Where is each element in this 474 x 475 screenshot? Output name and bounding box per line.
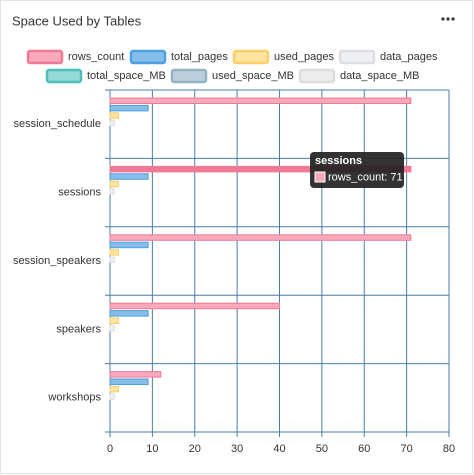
tooltip-label: rows_count: 71 bbox=[328, 171, 403, 183]
bar bbox=[109, 324, 115, 332]
legend-item[interactable]: total_pages bbox=[129, 49, 228, 65]
chart-title: Space Used by Tables bbox=[12, 13, 142, 28]
bar bbox=[109, 119, 115, 127]
legend-swatch bbox=[232, 49, 270, 65]
tooltip: sessions rows_count: 71 bbox=[310, 152, 404, 188]
bar bbox=[109, 385, 119, 393]
legend-item[interactable]: used_pages bbox=[232, 49, 334, 65]
y-tick-label: speakers bbox=[56, 323, 101, 335]
bar bbox=[109, 188, 115, 195]
bar bbox=[109, 371, 162, 378]
bar bbox=[109, 249, 119, 256]
legend-label: total_pages bbox=[171, 51, 228, 63]
bar bbox=[109, 104, 149, 112]
bar bbox=[109, 256, 115, 263]
y-tick-label: session_speakers bbox=[13, 255, 102, 267]
x-tick-label: 10 bbox=[146, 443, 158, 455]
bar bbox=[109, 97, 412, 104]
legend-swatch bbox=[298, 68, 336, 84]
x-tick-label: 0 bbox=[107, 443, 113, 455]
bar bbox=[109, 393, 115, 400]
legend-swatch bbox=[26, 49, 64, 65]
legend-swatch bbox=[129, 49, 167, 65]
menu-button[interactable] bbox=[441, 17, 455, 21]
x-tick-label: 70 bbox=[401, 443, 413, 455]
x-tick-label: 60 bbox=[358, 443, 370, 455]
legend-label: used_pages bbox=[274, 51, 334, 63]
legend-label: data_space_MB bbox=[340, 70, 420, 82]
legend-swatch bbox=[170, 68, 208, 84]
bar bbox=[109, 173, 149, 180]
bar bbox=[109, 302, 280, 310]
legend-item[interactable]: data_pages bbox=[338, 49, 438, 65]
legend-item[interactable]: rows_count bbox=[26, 49, 124, 65]
legend-item[interactable]: data_space_MB bbox=[298, 68, 420, 84]
bar bbox=[109, 180, 119, 188]
x-tick-label: 30 bbox=[231, 443, 243, 455]
legend-label: total_space_MB bbox=[87, 70, 166, 82]
bar bbox=[109, 317, 119, 324]
y-tick-label: workshops bbox=[47, 392, 101, 404]
y-tick-label: sessions bbox=[58, 187, 101, 199]
legend-label: data_pages bbox=[380, 51, 438, 63]
x-tick-label: 20 bbox=[189, 443, 201, 455]
legend-label: used_space_MB bbox=[212, 70, 294, 82]
bar bbox=[109, 234, 412, 241]
bar bbox=[109, 165, 412, 173]
bar bbox=[109, 378, 149, 385]
y-tick-label: session_schedule bbox=[14, 118, 101, 130]
legend-item[interactable]: used_space_MB bbox=[170, 68, 294, 84]
legend-label: rows_count bbox=[68, 51, 124, 63]
bar bbox=[109, 112, 119, 119]
legend-swatch bbox=[45, 68, 83, 84]
legend-item[interactable]: total_space_MB bbox=[45, 68, 166, 84]
bar bbox=[109, 241, 149, 249]
tooltip-title: sessions bbox=[315, 155, 362, 167]
x-tick-label: 40 bbox=[273, 443, 285, 455]
bar bbox=[109, 310, 149, 317]
x-tick-label: 80 bbox=[443, 443, 455, 455]
x-tick-label: 50 bbox=[316, 443, 328, 455]
tooltip-swatch bbox=[314, 171, 326, 183]
tooltip-box bbox=[310, 152, 404, 188]
legend-swatch bbox=[338, 49, 376, 65]
